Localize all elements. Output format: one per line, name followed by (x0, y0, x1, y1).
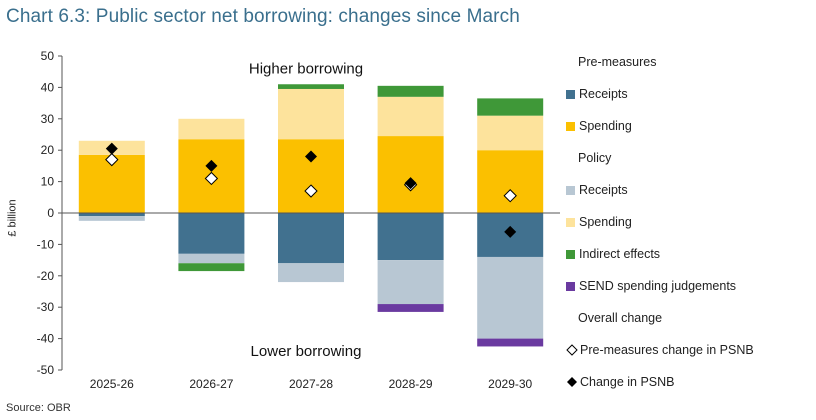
legend-item-pre-receipts: Receipts (566, 84, 628, 104)
legend-swatch (566, 281, 575, 291)
legend-heading-overall: Overall change (578, 311, 663, 325)
legend-item-indirect-effects: Indirect effects (566, 244, 660, 264)
bar-segment (477, 150, 544, 213)
pre-measures-psnb-marker (304, 184, 318, 198)
bar-segment (278, 139, 344, 213)
legend-item-change-psnb: Change in PSNB (566, 372, 675, 392)
bar-segment (477, 115, 544, 151)
legend-swatch (566, 217, 575, 227)
x-tick-label: 2027-28 (289, 377, 333, 391)
legend-label: SEND spending judgements (579, 279, 737, 293)
diamond-open-icon (566, 344, 578, 356)
change-psnb-marker (105, 142, 118, 155)
y-tick-label: 10 (41, 175, 55, 189)
y-tick-label: -50 (37, 363, 55, 377)
bar-segment (178, 253, 245, 264)
legend-item-policy-receipts: Receipts (566, 180, 628, 200)
y-tick-label: 0 (47, 206, 54, 220)
y-tick-label: 30 (41, 112, 55, 126)
legend-heading-policy: Policy (578, 151, 612, 165)
change-psnb-marker (305, 150, 317, 163)
diamond-filled-icon (567, 377, 577, 387)
y-tick-label: -30 (37, 300, 55, 314)
y-tick-label: -40 (37, 332, 55, 346)
legend-heading-pre-measures: Pre-measures (578, 55, 657, 69)
legend-label: Spending (579, 215, 632, 229)
bar-segment (477, 98, 544, 116)
annotation-lower-borrowing: Lower borrowing (251, 343, 362, 360)
y-tick-label: 50 (41, 49, 55, 63)
y-tick-label: -20 (37, 269, 55, 283)
x-tick-label: 2028-29 (389, 377, 433, 391)
bar-segment (377, 213, 444, 261)
annotation-higher-borrowing: Higher borrowing (249, 60, 363, 77)
bar-segment (78, 213, 145, 217)
bar-segment (477, 338, 544, 347)
legend-label: Receipts (579, 87, 628, 101)
bar-segment (377, 136, 444, 213)
legend-label: Change in PSNB (580, 375, 675, 389)
bar-segment (278, 263, 344, 283)
bar-segment (78, 216, 145, 221)
bar-segment (377, 85, 444, 97)
change-psnb-marker (404, 177, 417, 190)
chart-plot: 50 40 30 20 10 0 -10 -20 -30 -40 -50 2025-26 2026-27… (37, 49, 560, 391)
bar-segment (377, 260, 444, 305)
bar-segment (477, 256, 544, 339)
legend-swatch (566, 249, 575, 259)
legend-swatch (566, 121, 575, 131)
legend-swatch (566, 89, 575, 99)
legend-item-send: SEND spending judgements (566, 276, 736, 296)
legend-label: Spending (579, 119, 632, 133)
pre-measures-psnb-marker (204, 171, 219, 186)
legend-item-policy-spending: Spending (566, 212, 632, 232)
change-psnb-marker (504, 225, 517, 238)
legend-label: Pre-measures change in PSNB (580, 343, 754, 357)
y-tick-label: -10 (37, 237, 55, 251)
y-tick-label: 40 (41, 80, 55, 94)
source-note: Source: OBR (6, 402, 71, 414)
bar-segment (278, 84, 344, 89)
bar-segment (278, 213, 344, 264)
legend-label: Indirect effects (579, 247, 661, 261)
bar-segment (377, 304, 444, 312)
change-psnb-marker (205, 159, 218, 172)
bar-segment (377, 96, 444, 137)
legend-item-pre-measures-psnb: Pre-measures change in PSNB (566, 340, 754, 360)
legend-swatch (566, 185, 575, 195)
legend-label: Receipts (579, 183, 628, 197)
bar-segment (178, 118, 245, 140)
bar-segment (178, 263, 245, 272)
bar-segment (278, 88, 344, 140)
x-tick-label: 2029-30 (488, 377, 532, 391)
x-tick-label: 2025-26 (90, 377, 134, 391)
pre-measures-psnb-marker (503, 189, 517, 203)
pre-measures-psnb-marker (105, 152, 119, 167)
bar-segment (178, 213, 245, 254)
chart-title: Chart 6.3: Public sector net borrowing: … (6, 6, 520, 27)
y-tick-label: 20 (41, 143, 55, 157)
legend-item-pre-spending: Spending (566, 116, 632, 136)
x-tick-label: 2026-27 (189, 377, 233, 391)
